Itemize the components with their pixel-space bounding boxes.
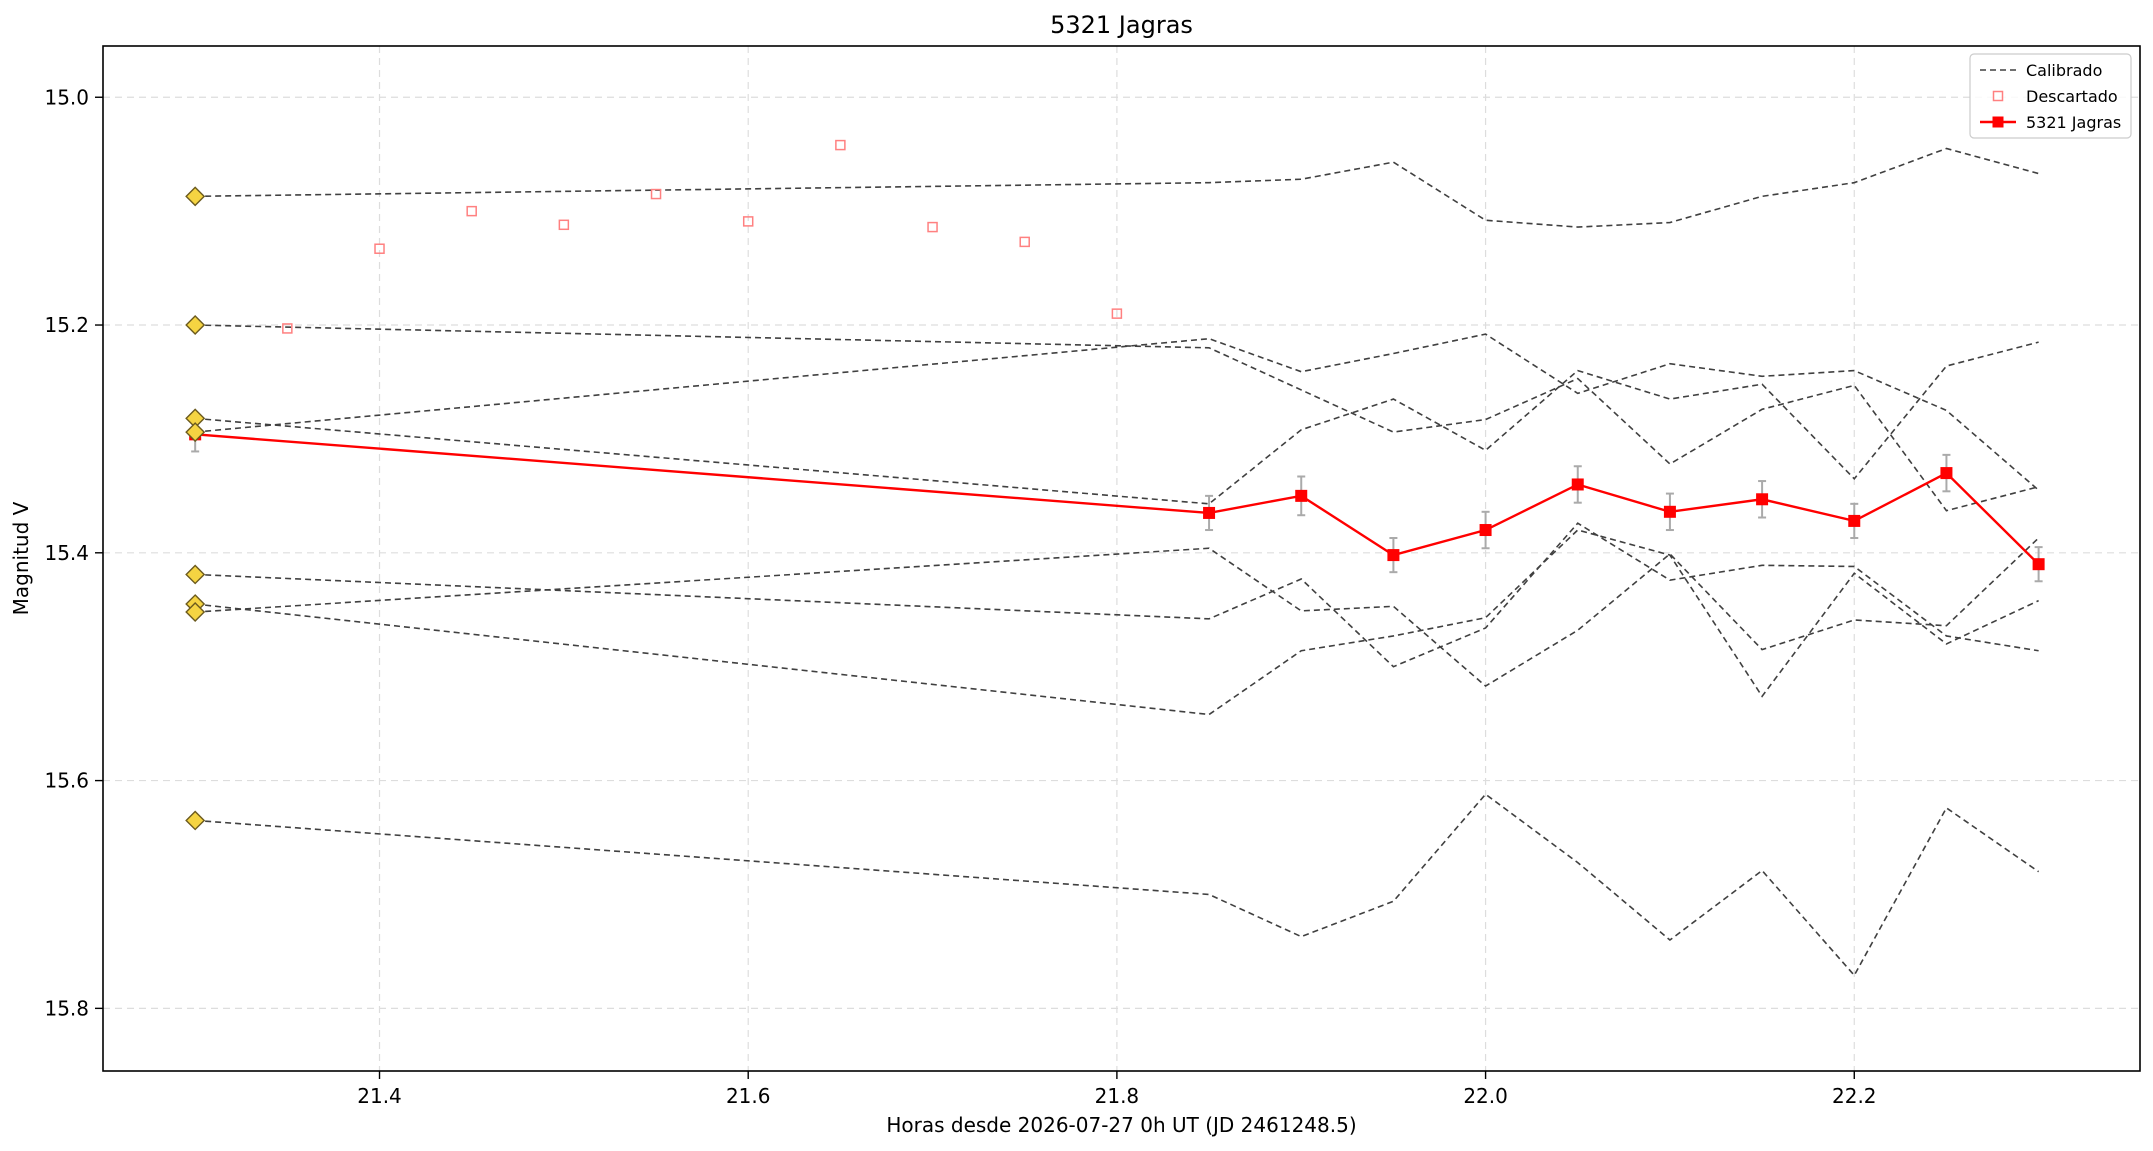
x-tick-label: 21.6 [726, 1084, 771, 1108]
calibrated-series-line [195, 333, 2040, 491]
x-tick-label: 21.8 [1095, 1084, 1140, 1108]
calibrated-series-line [195, 341, 2039, 505]
discarded-point [558, 219, 570, 231]
target-point [1479, 524, 1492, 537]
legend: Calibrado Descartado 5321 Jagras [1969, 53, 2132, 139]
target-point [1295, 489, 1308, 502]
comparison-star-marker [185, 810, 206, 831]
x-tick-label: 22.2 [1832, 1084, 1877, 1108]
legend-label: 5321 Jagras [2026, 113, 2121, 132]
calibrated-series-line [195, 522, 2039, 668]
discarded-point [927, 221, 938, 233]
legend-box [1969, 53, 2132, 139]
discarded-point [466, 205, 477, 217]
discarded-point [1019, 236, 1030, 248]
comparison-star-marker [185, 422, 206, 443]
target-point [1571, 478, 1584, 491]
axis-ticks: 21.4 21.6 21.8 22.0 22.2 15.0 15.2 15.4 15.6 15.8 [44, 85, 1876, 1108]
legend-label: Descartado [2026, 87, 2118, 106]
grid [103, 46, 2140, 1071]
discarded-point [742, 216, 754, 227]
target-point [1203, 506, 1216, 519]
target-point [1756, 493, 1769, 506]
target-point [2032, 558, 2045, 571]
comparison-star-marker [185, 315, 206, 336]
discarded-point [374, 243, 385, 254]
discarded-point [650, 188, 662, 200]
x-axis-title: Horas desde 2026-07-27 0h UT (JD 2461248… [886, 1113, 1356, 1137]
plot-series [185, 139, 2045, 977]
y-tick-label: 15.6 [44, 769, 89, 793]
y-tick-label: 15.0 [44, 85, 89, 109]
axes-frame [102, 45, 2141, 1072]
discarded-point [835, 139, 846, 151]
calibrated-series-line [195, 529, 2039, 716]
chart-title: 5321 Jagras [1050, 11, 1193, 39]
calibrated-series-line [195, 537, 2040, 688]
discarded-point [1111, 308, 1123, 319]
x-tick-label: 22.0 [1463, 1084, 1508, 1108]
discarded-point [282, 323, 293, 334]
x-tick-label: 21.4 [357, 1084, 402, 1108]
y-axis-title: Magnitud V [9, 501, 33, 615]
y-tick-label: 15.2 [44, 313, 89, 337]
target-point [1387, 549, 1400, 562]
legend-swatch-target-marker [1992, 116, 2004, 128]
legend-swatch-discarded [1992, 90, 2004, 102]
calibrated-series-line [195, 793, 2040, 977]
comparison-star-marker [185, 602, 206, 623]
target-point [1663, 505, 1676, 518]
y-tick-label: 15.8 [44, 996, 89, 1020]
y-tick-label: 15.4 [44, 541, 89, 565]
calibrated-series-line [195, 324, 2039, 512]
target-point [1940, 467, 1953, 480]
target-point [1848, 514, 1861, 527]
comparison-star-marker [185, 186, 206, 207]
calibrated-series-line [195, 147, 2039, 228]
comparison-star-marker [185, 564, 206, 585]
legend-label: Calibrado [2026, 61, 2102, 80]
